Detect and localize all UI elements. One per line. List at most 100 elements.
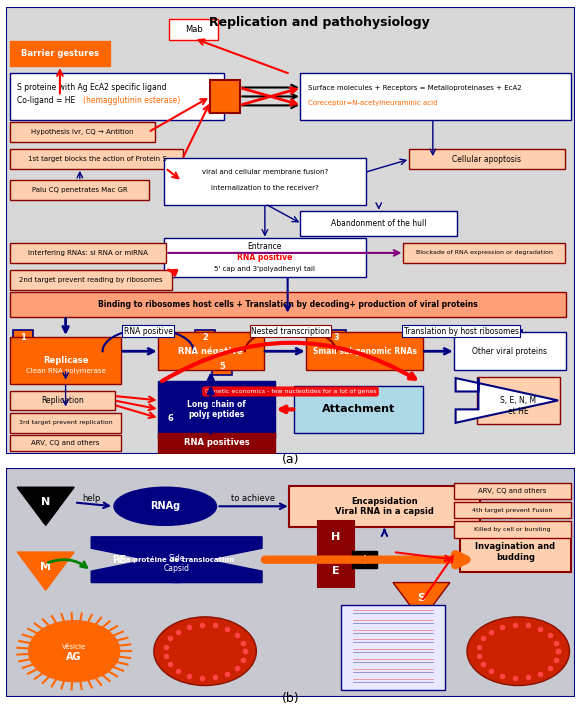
Text: Genetic economics - few nucleotides for a lot of genes: Genetic economics - few nucleotides for … — [205, 389, 376, 394]
Text: Barrier gestures: Barrier gestures — [21, 49, 99, 58]
FancyBboxPatch shape — [300, 73, 571, 120]
Text: 4th target prevent Fusion: 4th target prevent Fusion — [472, 508, 553, 513]
Text: Other viral proteins: Other viral proteins — [472, 347, 547, 356]
Text: RNA positive: RNA positive — [124, 327, 173, 336]
Text: 3rd target prevent replication: 3rd target prevent replication — [19, 420, 112, 425]
Polygon shape — [91, 536, 262, 583]
Polygon shape — [456, 378, 558, 423]
Text: (hemagglutinin esterase): (hemagglutinin esterase) — [83, 96, 180, 106]
FancyBboxPatch shape — [163, 238, 366, 277]
Text: H: H — [331, 532, 340, 542]
Polygon shape — [17, 552, 74, 590]
FancyBboxPatch shape — [10, 180, 149, 200]
Polygon shape — [17, 487, 74, 525]
FancyBboxPatch shape — [163, 158, 366, 205]
Text: 5' cap and 3'polyadhenyl tail: 5' cap and 3'polyadhenyl tail — [214, 265, 315, 272]
FancyBboxPatch shape — [162, 410, 181, 426]
FancyBboxPatch shape — [340, 605, 446, 690]
FancyBboxPatch shape — [10, 291, 565, 317]
Text: Via protéine de translocation: Via protéine de translocation — [119, 556, 235, 563]
FancyBboxPatch shape — [10, 391, 115, 410]
Text: 1st target blocks the action of Protein S: 1st target blocks the action of Protein … — [27, 156, 166, 162]
FancyBboxPatch shape — [195, 330, 215, 346]
FancyBboxPatch shape — [158, 381, 275, 438]
Text: Attachment: Attachment — [322, 404, 396, 415]
Text: +: + — [358, 553, 370, 567]
Text: Abandonment of the hull: Abandonment of the hull — [331, 220, 426, 228]
Text: Long chain of
polypeptides: Long chain of polypeptides — [187, 400, 246, 419]
Text: 3: 3 — [333, 334, 339, 342]
FancyBboxPatch shape — [460, 532, 571, 572]
Text: ARV, CQ and others: ARV, CQ and others — [31, 440, 100, 446]
Circle shape — [28, 621, 120, 681]
FancyBboxPatch shape — [158, 332, 264, 370]
FancyBboxPatch shape — [454, 521, 571, 538]
FancyBboxPatch shape — [289, 486, 480, 527]
FancyBboxPatch shape — [10, 337, 121, 384]
FancyBboxPatch shape — [10, 122, 155, 142]
Text: 4: 4 — [510, 334, 515, 342]
Text: help: help — [82, 494, 101, 503]
Circle shape — [154, 617, 256, 686]
Text: RNAg: RNAg — [150, 501, 180, 511]
Text: Hypothesis Ivr, CQ → Antition: Hypothesis Ivr, CQ → Antition — [31, 130, 134, 135]
Ellipse shape — [114, 487, 217, 525]
Circle shape — [467, 617, 569, 686]
Text: Small subgenomic RNAs: Small subgenomic RNAs — [313, 347, 417, 356]
Text: 5: 5 — [219, 363, 225, 372]
Text: Co-ligand = HE: Co-ligand = HE — [17, 96, 78, 106]
Text: Translation by host ribosomes: Translation by host ribosomes — [404, 327, 519, 336]
FancyBboxPatch shape — [10, 413, 121, 433]
FancyBboxPatch shape — [10, 243, 166, 263]
Text: Coreceptor=N-acetylneuraminic acid: Coreceptor=N-acetylneuraminic acid — [307, 100, 437, 106]
FancyBboxPatch shape — [213, 359, 232, 375]
FancyBboxPatch shape — [318, 555, 354, 587]
Text: RNA négative: RNA négative — [178, 346, 243, 356]
Text: Clean RNA polymerase: Clean RNA polymerase — [26, 368, 106, 375]
Text: Mab: Mab — [185, 25, 203, 34]
Text: Replication: Replication — [41, 396, 84, 405]
Text: RE: RE — [113, 555, 127, 565]
FancyBboxPatch shape — [403, 243, 565, 263]
FancyBboxPatch shape — [503, 330, 522, 346]
FancyBboxPatch shape — [10, 270, 172, 289]
FancyBboxPatch shape — [6, 468, 575, 697]
Text: et HE: et HE — [508, 407, 529, 416]
Text: Binding to ribosomes host cells + Translation by decoding+ production of viral p: Binding to ribosomes host cells + Transl… — [98, 300, 478, 309]
FancyBboxPatch shape — [169, 19, 218, 39]
FancyBboxPatch shape — [454, 332, 565, 370]
FancyBboxPatch shape — [6, 7, 575, 454]
Text: Side
Capsid: Side Capsid — [164, 554, 189, 573]
Text: ARV, CQ and others: ARV, CQ and others — [478, 488, 547, 494]
FancyBboxPatch shape — [10, 149, 184, 169]
Text: 2: 2 — [202, 334, 208, 342]
FancyBboxPatch shape — [476, 377, 560, 424]
Text: (b): (b) — [282, 692, 299, 704]
Text: RNA positive: RNA positive — [237, 253, 293, 262]
Text: Internalization to the receiver?: Internalization to the receiver? — [211, 185, 319, 191]
Text: Blockade of RNA expression or degradation: Blockade of RNA expression or degradatio… — [415, 251, 553, 256]
Text: to achieve: to achieve — [231, 494, 275, 503]
Text: viral and cellular membrane fusion?: viral and cellular membrane fusion? — [202, 170, 328, 175]
Text: (a): (a) — [282, 453, 299, 466]
FancyBboxPatch shape — [295, 386, 423, 433]
FancyBboxPatch shape — [306, 332, 423, 370]
Text: 6: 6 — [168, 414, 174, 423]
FancyBboxPatch shape — [409, 149, 565, 169]
Text: S, E, N, M: S, E, N, M — [500, 396, 536, 405]
Text: Killed by cell or bursting: Killed by cell or bursting — [474, 527, 551, 532]
Text: Vésicle: Vésicle — [62, 644, 86, 650]
Text: Invagination and
budding: Invagination and budding — [475, 542, 555, 562]
Text: 1: 1 — [20, 334, 26, 342]
FancyBboxPatch shape — [352, 551, 377, 568]
Text: Cellular apoptosis: Cellular apoptosis — [453, 155, 521, 163]
Text: N: N — [41, 498, 51, 508]
FancyBboxPatch shape — [210, 80, 241, 113]
FancyBboxPatch shape — [318, 521, 354, 553]
Text: S proteine with Ag EcA2 specific ligand: S proteine with Ag EcA2 specific ligand — [17, 83, 167, 92]
Text: Interfering RNAs: si RNA or miRNA: Interfering RNAs: si RNA or miRNA — [28, 250, 148, 256]
FancyBboxPatch shape — [300, 211, 457, 237]
FancyBboxPatch shape — [13, 330, 33, 346]
Text: Entrance: Entrance — [248, 241, 282, 251]
Text: RNA positives: RNA positives — [184, 439, 249, 448]
